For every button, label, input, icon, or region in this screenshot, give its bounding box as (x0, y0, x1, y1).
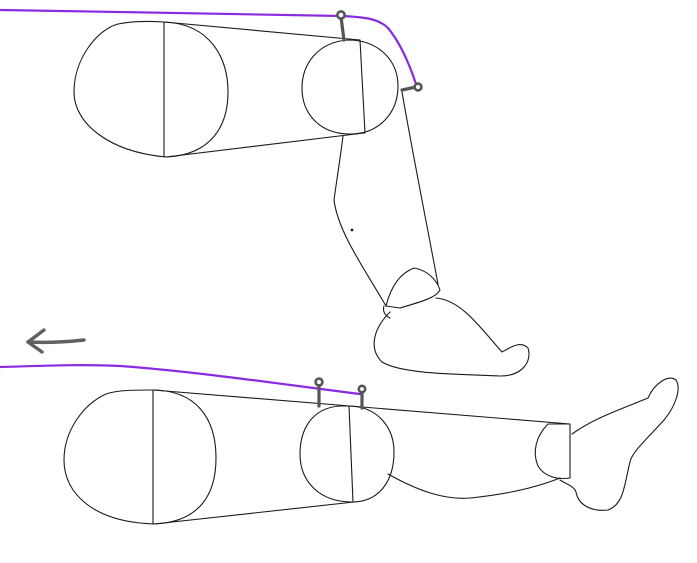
bent-leg-ankle-back (382, 305, 391, 319)
pin-icon (413, 82, 423, 92)
straight-leg-cord (0, 364, 362, 396)
straight-leg-figure (63, 377, 679, 525)
bent-leg-foot (373, 297, 530, 377)
pin-icon (336, 10, 346, 20)
bent-leg-knee-oval (301, 39, 399, 135)
bent-leg-knee-midline (359, 39, 366, 134)
bent-leg-thigh-bottom-edge (165, 132, 365, 158)
straight-leg-shin-top-edge (349, 405, 571, 425)
bent-leg-figure (73, 20, 530, 377)
straight-leg-thigh-bottom-edge (153, 501, 355, 525)
bent-leg-ankle-cuff (385, 267, 441, 309)
straight-leg-shin-bottom-edge (387, 473, 561, 499)
straight-leg-thigh-pin (314, 377, 324, 408)
straight-leg-foot (559, 377, 679, 511)
bent-leg-shin-back-outline (401, 91, 439, 285)
straight-leg-knee-pin (357, 384, 367, 410)
straight-leg-knee-midline (348, 405, 354, 503)
bent-leg-shin-pin (400, 82, 423, 92)
pin-icon (314, 377, 324, 387)
bent-leg-thigh-top-edge (163, 21, 361, 41)
bent-leg-shin-outline (333, 135, 387, 307)
straight-leg-ankle-cuff (534, 423, 571, 480)
straight-leg-thigh-top-edge (152, 389, 351, 407)
straight-leg-knee-oval (299, 405, 395, 503)
straight-leg-hip-oval (63, 389, 217, 525)
bent-leg-cord (0, 8, 418, 86)
bent-leg-shin-dot (350, 228, 354, 232)
bent-leg-knee-pin (336, 10, 346, 42)
pin-icon (357, 384, 367, 394)
arrow-left-icon (26, 328, 86, 354)
bent-leg-hip-oval (73, 20, 229, 158)
